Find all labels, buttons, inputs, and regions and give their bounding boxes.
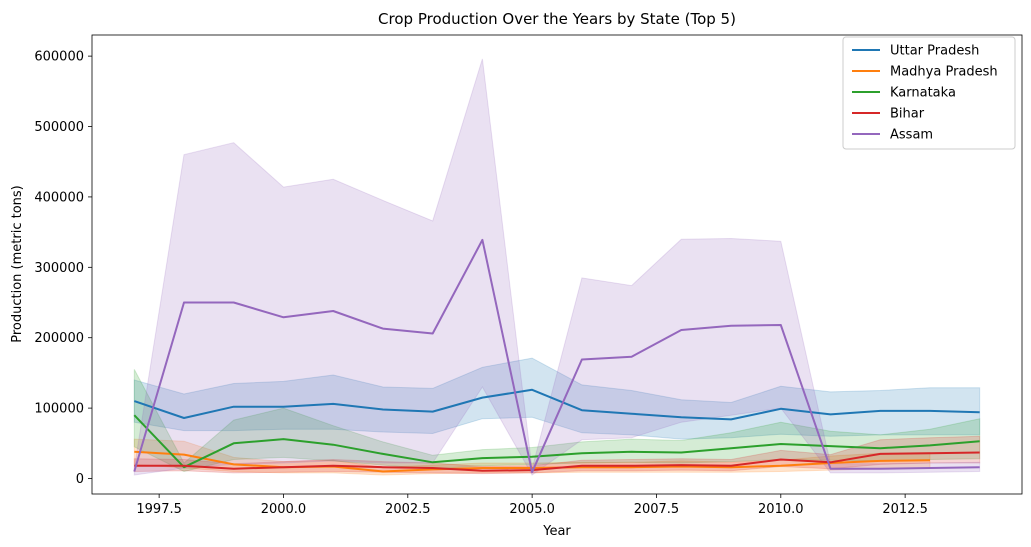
plot-frame xyxy=(91,34,1023,495)
plot-area xyxy=(133,58,981,476)
legend-label-karnataka: Karnataka xyxy=(890,86,956,101)
legend: Uttar Pradesh Madhya Pradesh Karnataka Biha… xyxy=(842,36,1016,150)
line-uttar-pradesh xyxy=(133,388,980,421)
x-tick-label: 2002.5 xyxy=(385,502,431,517)
legend-label-uttar-pradesh: Uttar Pradesh xyxy=(890,44,979,59)
legend-label-assam: Assam xyxy=(890,128,933,143)
x-tick-label: 2005.0 xyxy=(509,502,555,517)
x-axis-label: Year xyxy=(542,524,571,539)
line-bihar xyxy=(134,451,980,472)
legend-label-bihar: Bihar xyxy=(890,107,925,122)
y-tick-label: 600000 xyxy=(34,50,84,65)
y-tick-label: 0 xyxy=(76,472,84,487)
band-assam xyxy=(133,58,981,476)
legend-label-madhya-pradesh: Madhya Pradesh xyxy=(890,65,998,80)
legend-box xyxy=(842,36,1016,150)
x-tick-label: 1997.5 xyxy=(136,502,182,517)
chart-title: Crop Production Over the Years by State … xyxy=(378,10,736,28)
y-tick-label: 200000 xyxy=(34,331,84,346)
y-tick-label: 500000 xyxy=(34,120,84,135)
x-tick-label: 2000.0 xyxy=(261,502,307,517)
y-tick-label: 100000 xyxy=(34,402,84,417)
y-tick-label: 400000 xyxy=(34,190,84,205)
y-tick-label: 300000 xyxy=(34,261,84,276)
x-axis: 1997.5 2000.0 2002.5 2005.0 2007.5 2010.0 2012… xyxy=(136,494,928,517)
x-tick-label: 2010.0 xyxy=(758,502,804,517)
line-karnataka xyxy=(133,414,980,469)
x-tick-label: 2012.5 xyxy=(882,502,928,517)
y-axis-label: Production (metric tons) xyxy=(10,185,25,343)
line-assam xyxy=(133,238,980,474)
y-axis: 0 100000 200000 300000 400000 500000 600000 xyxy=(34,50,92,487)
x-tick-label: 2007.5 xyxy=(634,502,680,517)
band-uttar-pradesh xyxy=(133,357,981,440)
